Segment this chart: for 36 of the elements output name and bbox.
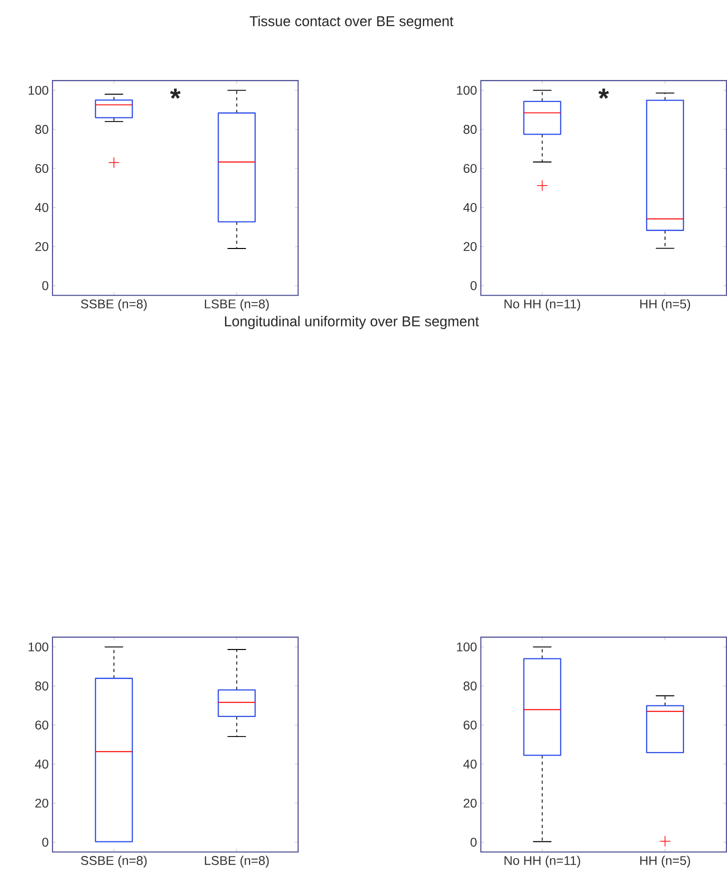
- y-tick-label: 20: [464, 798, 477, 808]
- y-tick-label: 60: [35, 164, 48, 173]
- y-tick-label: 20: [35, 798, 48, 808]
- y-tick-label: 40: [35, 760, 48, 769]
- x-tick-label: SSBE (n=8): [80, 299, 147, 311]
- text: Tissue contact over BE segment: [250, 16, 454, 30]
- y-tick-label: 80: [464, 682, 477, 690]
- y-tick-label: 100: [28, 642, 48, 652]
- y-tick-label: 20: [35, 242, 48, 252]
- y-tick-label: 60: [464, 720, 477, 730]
- y-tick-label: 0: [470, 838, 477, 847]
- x-tick-label: HH (n=5): [640, 856, 690, 868]
- y-tick-label: 40: [35, 203, 48, 212]
- x-tick-label: LSBE (n=8): [204, 856, 269, 868]
- y-tick-label: 40: [463, 203, 477, 212]
- y-tick-label: 0: [470, 281, 477, 290]
- y-tick-label: 100: [456, 642, 477, 652]
- y-tick-label: 80: [464, 124, 477, 134]
- y-tick-label: 80: [35, 124, 48, 134]
- y-tick-label: 100: [28, 86, 48, 95]
- y-tick-label: 20: [464, 242, 477, 252]
- annotation: *: [170, 88, 181, 99]
- x-tick-label: No HH (n=11): [504, 856, 580, 868]
- x-tick-label: HH (n=5): [640, 299, 690, 311]
- y-tick-label: 80: [35, 682, 48, 690]
- annotation: *: [598, 88, 609, 99]
- x-tick-label: SSBE (n=8): [80, 856, 147, 868]
- x-tick-label: No HH (n=11): [504, 299, 580, 311]
- y-tick-label: 0: [42, 281, 48, 290]
- y-tick-label: 60: [35, 720, 48, 730]
- y-tick-label: 0: [42, 838, 48, 847]
- y-tick-label: 100: [456, 86, 477, 95]
- y-tick-label: 40: [463, 760, 477, 769]
- y-tick-label: 60: [464, 164, 477, 173]
- x-tick-label: LSBE (n=8): [204, 299, 269, 311]
- text: Longitudinal uniformity over BE segment: [225, 316, 479, 330]
